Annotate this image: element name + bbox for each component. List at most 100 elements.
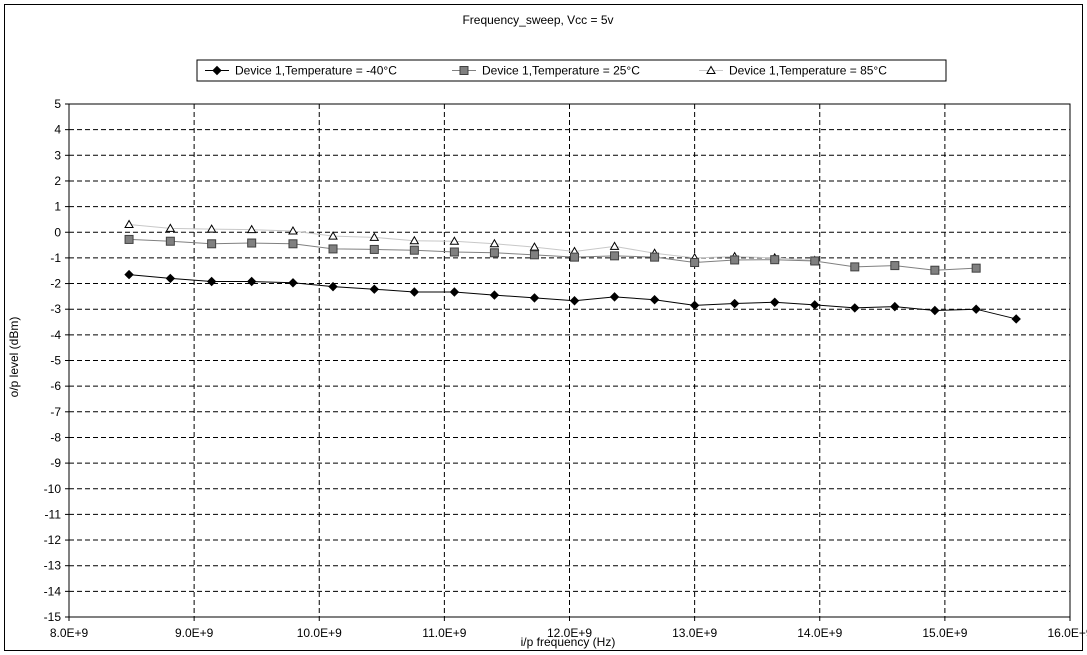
series-line: [129, 238, 977, 271]
y-tick-label: -15: [44, 610, 62, 624]
data-point: [206, 224, 217, 233]
data-point: [609, 292, 620, 302]
data-point: [529, 242, 540, 251]
data-point: [890, 261, 900, 271]
data-point: [207, 239, 217, 249]
x-tick-label: 10.0E+9: [297, 626, 342, 640]
y-tick-label: 2: [54, 174, 61, 188]
legend-label: Device 1,Temperature = 25°C: [482, 64, 640, 78]
data-point: [570, 252, 580, 262]
y-tick-label: 3: [54, 148, 61, 162]
y-tick-label: -12: [44, 533, 62, 547]
data-point: [328, 281, 338, 292]
data-point: [124, 269, 134, 280]
data-point: [609, 241, 620, 250]
data-point: [810, 256, 820, 266]
legend-item: Device 1,Temperature = -40°C: [205, 64, 397, 78]
data-point: [930, 305, 940, 316]
data-point: [449, 236, 460, 245]
data-point: [489, 238, 500, 248]
series-25: [124, 234, 981, 275]
data-point: [328, 231, 338, 240]
legend-box: [196, 59, 947, 82]
x-tick-label: 13.0E+9: [672, 626, 717, 640]
data-point: [730, 255, 740, 265]
data-point: [449, 287, 460, 297]
legend-label: Device 1,Temperature = -40°C: [235, 64, 397, 78]
data-point: [770, 255, 780, 265]
x-tick-label: 9.0E+9: [175, 626, 214, 640]
y-tick-label: -11: [45, 507, 62, 521]
grid: [69, 104, 1070, 617]
series-layer: [124, 219, 1021, 324]
series-line: [129, 224, 815, 261]
legend-item: Device 1,Temperature = 25°C: [452, 64, 640, 78]
data-point: [689, 300, 700, 311]
chart-title: Frequency_sweep, Vcc = 5v: [462, 13, 613, 27]
data-point: [569, 296, 580, 306]
data-point: [850, 303, 860, 313]
data-point: [649, 295, 660, 305]
y-tick-label: -5: [50, 354, 61, 368]
y-tick-label: -7: [50, 405, 61, 419]
y-tick-label: -13: [44, 559, 62, 573]
data-point: [369, 244, 379, 254]
data-point: [890, 301, 900, 312]
x-tick-label: 12.0E+9: [547, 626, 592, 640]
data-point: [489, 290, 500, 300]
x-tick-label: 14.0E+9: [797, 626, 842, 640]
data-point: [206, 276, 217, 287]
data-point: [124, 234, 134, 244]
x-tick-label: 8.0E+9: [50, 626, 89, 640]
data-point: [810, 300, 820, 310]
data-point: [165, 273, 176, 284]
data-point: [165, 223, 176, 232]
data-point: [369, 284, 380, 294]
data-point: [489, 248, 499, 258]
y-tick-label: -9: [50, 456, 61, 470]
y-tick-label: -3: [50, 302, 61, 316]
chart-frame: [4, 4, 1083, 651]
data-point: [650, 252, 660, 262]
series-line: [129, 274, 1017, 320]
legend-item: Device 1,Temperature = 85°C: [699, 64, 887, 78]
y-tick-label: 0: [54, 225, 61, 239]
y-tick-label: 4: [54, 123, 61, 137]
data-point: [288, 278, 298, 288]
legend-marker: [706, 65, 716, 74]
legend-marker: [459, 66, 469, 75]
x-tick-label: 16.0E+9: [1047, 626, 1087, 640]
data-point: [409, 245, 419, 255]
x-tick-label: 11.0E+9: [422, 626, 466, 640]
y-tick-label: -10: [44, 482, 62, 496]
data-point: [529, 250, 539, 260]
data-point: [165, 236, 175, 246]
data-point: [369, 232, 380, 241]
y-tick-label: -4: [50, 328, 61, 342]
data-point: [729, 298, 740, 309]
legend-marker: [212, 65, 222, 76]
data-point: [247, 238, 257, 248]
data-point: [288, 225, 298, 235]
y-tick-label: -6: [50, 379, 61, 393]
data-point: [124, 219, 134, 229]
legend: Device 1,Temperature = -40°C Device 1,Tem…: [196, 59, 947, 82]
x-tick-label: 15.0E+9: [922, 626, 967, 640]
y-axis-label: o/p level (dBm): [7, 317, 21, 398]
data-point: [328, 244, 338, 254]
data-point: [610, 251, 620, 261]
data-point: [246, 224, 257, 234]
data-point: [971, 304, 981, 314]
data-point: [690, 258, 700, 268]
y-tick-label: -1: [50, 251, 61, 265]
x-axis-label: i/p frequency (Hz): [521, 635, 616, 649]
data-point: [449, 247, 459, 257]
data-point: [246, 276, 257, 287]
legend-label: Device 1,Temperature = 85°C: [729, 64, 887, 78]
axes: 5 4 3 2 1 0 -1 -2 -3 -4 -5 -6 -7 -8 -9 -10 -11 -12 -13 -14 -…: [44, 97, 1087, 640]
y-tick-label: -2: [50, 277, 61, 291]
series-85: [124, 219, 820, 264]
data-point: [529, 293, 540, 303]
y-tick-label: -8: [50, 430, 61, 444]
